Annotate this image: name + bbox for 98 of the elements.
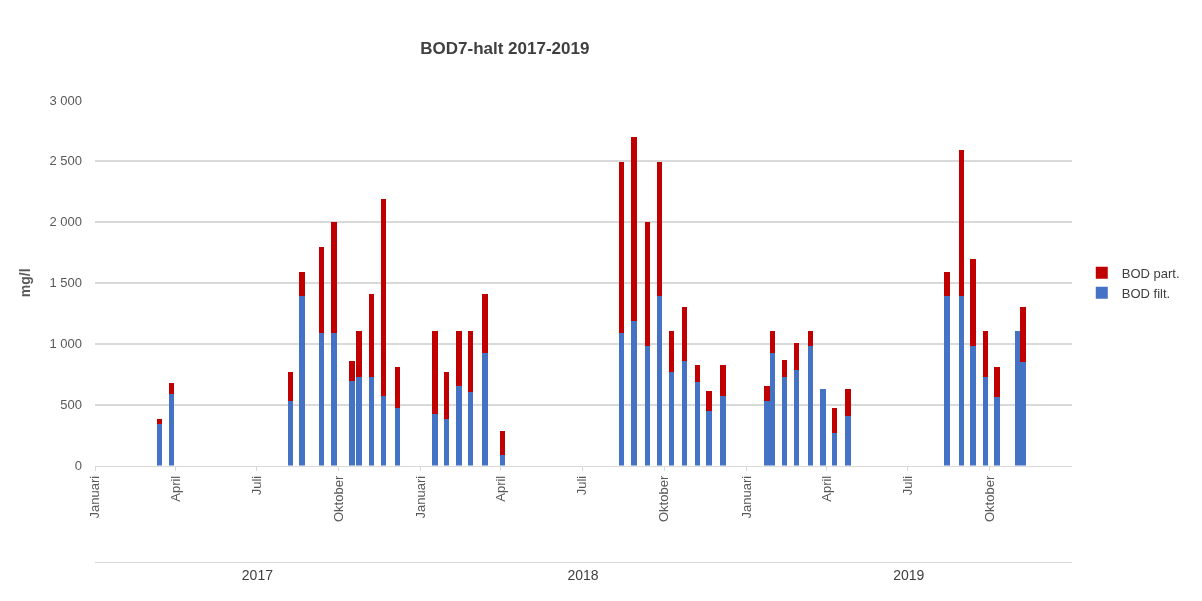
bar — [157, 424, 162, 466]
x-tick-label: Oktober — [656, 475, 672, 523]
bar — [657, 296, 662, 466]
bar — [319, 333, 324, 466]
bar — [444, 419, 449, 466]
bar — [944, 272, 950, 296]
bar — [619, 162, 624, 333]
bar — [845, 416, 851, 466]
y-tick-label: 0 — [74, 458, 82, 474]
x-tick-label: Juli — [900, 475, 916, 496]
bar — [706, 411, 712, 466]
bar — [395, 408, 400, 466]
legend-label: BOD filt. — [1121, 285, 1171, 301]
x-tick-label: Juli — [248, 475, 264, 496]
bar — [381, 396, 386, 466]
x2-tick-label: 2017 — [241, 566, 274, 583]
bar — [695, 382, 700, 466]
bar — [983, 331, 988, 377]
bar — [369, 377, 374, 466]
bar — [319, 247, 324, 333]
bar — [808, 346, 813, 466]
x2-tick-label: 2019 — [893, 566, 925, 583]
y-tick-label: 2 500 — [49, 153, 82, 169]
bar — [500, 455, 505, 466]
bar — [456, 331, 462, 386]
y-tick-label: 500 — [60, 397, 82, 413]
bar — [820, 389, 826, 466]
bar — [959, 296, 964, 466]
bar — [1020, 307, 1026, 362]
x-tick-label: Januari — [87, 475, 103, 519]
bar — [682, 307, 687, 361]
bar — [645, 222, 650, 346]
bar — [369, 294, 374, 377]
bar — [381, 199, 386, 396]
y-tick-label: 1 000 — [49, 336, 82, 352]
bar — [456, 386, 462, 466]
bar — [631, 321, 637, 466]
bar — [794, 343, 799, 370]
bar — [669, 372, 674, 466]
bar — [157, 419, 162, 424]
legend-label: BOD part. — [1121, 265, 1180, 281]
bar — [959, 150, 964, 296]
bar — [169, 383, 174, 394]
bar — [983, 377, 988, 466]
bar — [619, 333, 624, 466]
bar — [299, 272, 305, 296]
x-tick-label: April — [167, 475, 183, 502]
bar — [468, 331, 473, 392]
x-tick-label: April — [493, 475, 509, 502]
bar — [770, 331, 775, 353]
bar — [682, 361, 687, 466]
chart-title: BOD7-halt 2017-2019 — [420, 38, 590, 58]
bar — [657, 162, 662, 296]
y-tick-label: 3 000 — [49, 92, 82, 108]
x-tick-label: Januari — [738, 475, 754, 519]
bar — [669, 331, 674, 372]
x2-tick-label: 2018 — [567, 566, 599, 583]
bar — [444, 372, 449, 419]
bar — [782, 360, 787, 377]
y-tick-label: 1 500 — [49, 275, 82, 291]
bar — [720, 365, 726, 396]
bar — [169, 394, 174, 466]
bar — [994, 367, 1000, 397]
x-tick-label: Januari — [412, 475, 428, 519]
bar — [832, 433, 837, 466]
bar — [331, 333, 337, 466]
bar — [782, 377, 787, 466]
bar — [695, 365, 700, 382]
bar — [970, 259, 976, 346]
bar — [764, 386, 770, 401]
bar — [288, 372, 293, 401]
bar — [395, 367, 400, 408]
bar — [468, 392, 473, 466]
y-tick-label: 2 000 — [49, 214, 82, 230]
bar — [808, 331, 813, 346]
bar — [832, 408, 837, 433]
bar — [794, 370, 799, 466]
bar — [331, 222, 337, 333]
bar — [432, 331, 438, 414]
bar — [845, 389, 851, 416]
bar — [299, 296, 305, 466]
bar — [482, 294, 488, 353]
x-tick-label: Oktober — [330, 475, 346, 523]
x-tick-label: Juli — [574, 475, 590, 496]
bar — [645, 346, 650, 466]
bar — [994, 397, 1000, 466]
bar — [432, 414, 438, 466]
x-tick-label: Oktober — [982, 475, 998, 523]
bar — [482, 353, 488, 466]
bar — [944, 296, 950, 466]
bar — [500, 431, 505, 455]
y-axis-title: mg/l — [17, 268, 34, 298]
bar — [288, 401, 293, 466]
x-tick-label: April — [818, 475, 834, 502]
bar — [720, 396, 726, 466]
bar — [706, 391, 712, 411]
bar — [970, 346, 976, 466]
bar — [631, 137, 637, 321]
